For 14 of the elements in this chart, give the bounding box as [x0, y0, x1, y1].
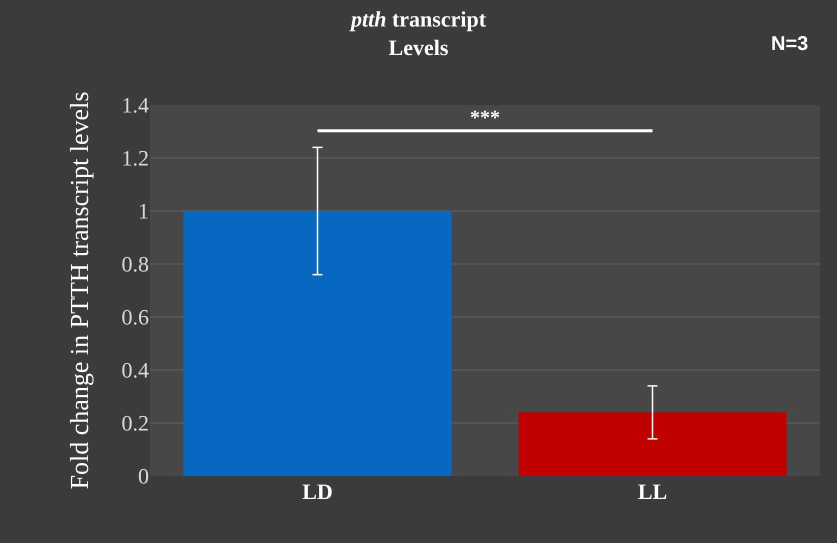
y-tick-label: 0.2	[122, 410, 149, 436]
y-axis-title: Fold change in PTTH transcript levels	[64, 92, 94, 490]
x-tick-label: LL	[638, 479, 668, 504]
annotation: ***	[470, 107, 500, 129]
y-tick-label: 0.6	[122, 304, 149, 330]
y-tick-label: 0	[138, 464, 149, 489]
y-tick-label: 1.2	[122, 146, 149, 171]
x-tick-label: LD	[302, 479, 333, 504]
chart-title: ptth transcript Levels	[348, 6, 487, 60]
y-tick-label: 0.4	[122, 358, 149, 383]
text: N=3	[771, 33, 808, 55]
y-tick-label: 0.8	[122, 252, 149, 277]
y-tick-label: 1.4	[122, 92, 149, 118]
y-tick-label: 1	[138, 198, 149, 224]
